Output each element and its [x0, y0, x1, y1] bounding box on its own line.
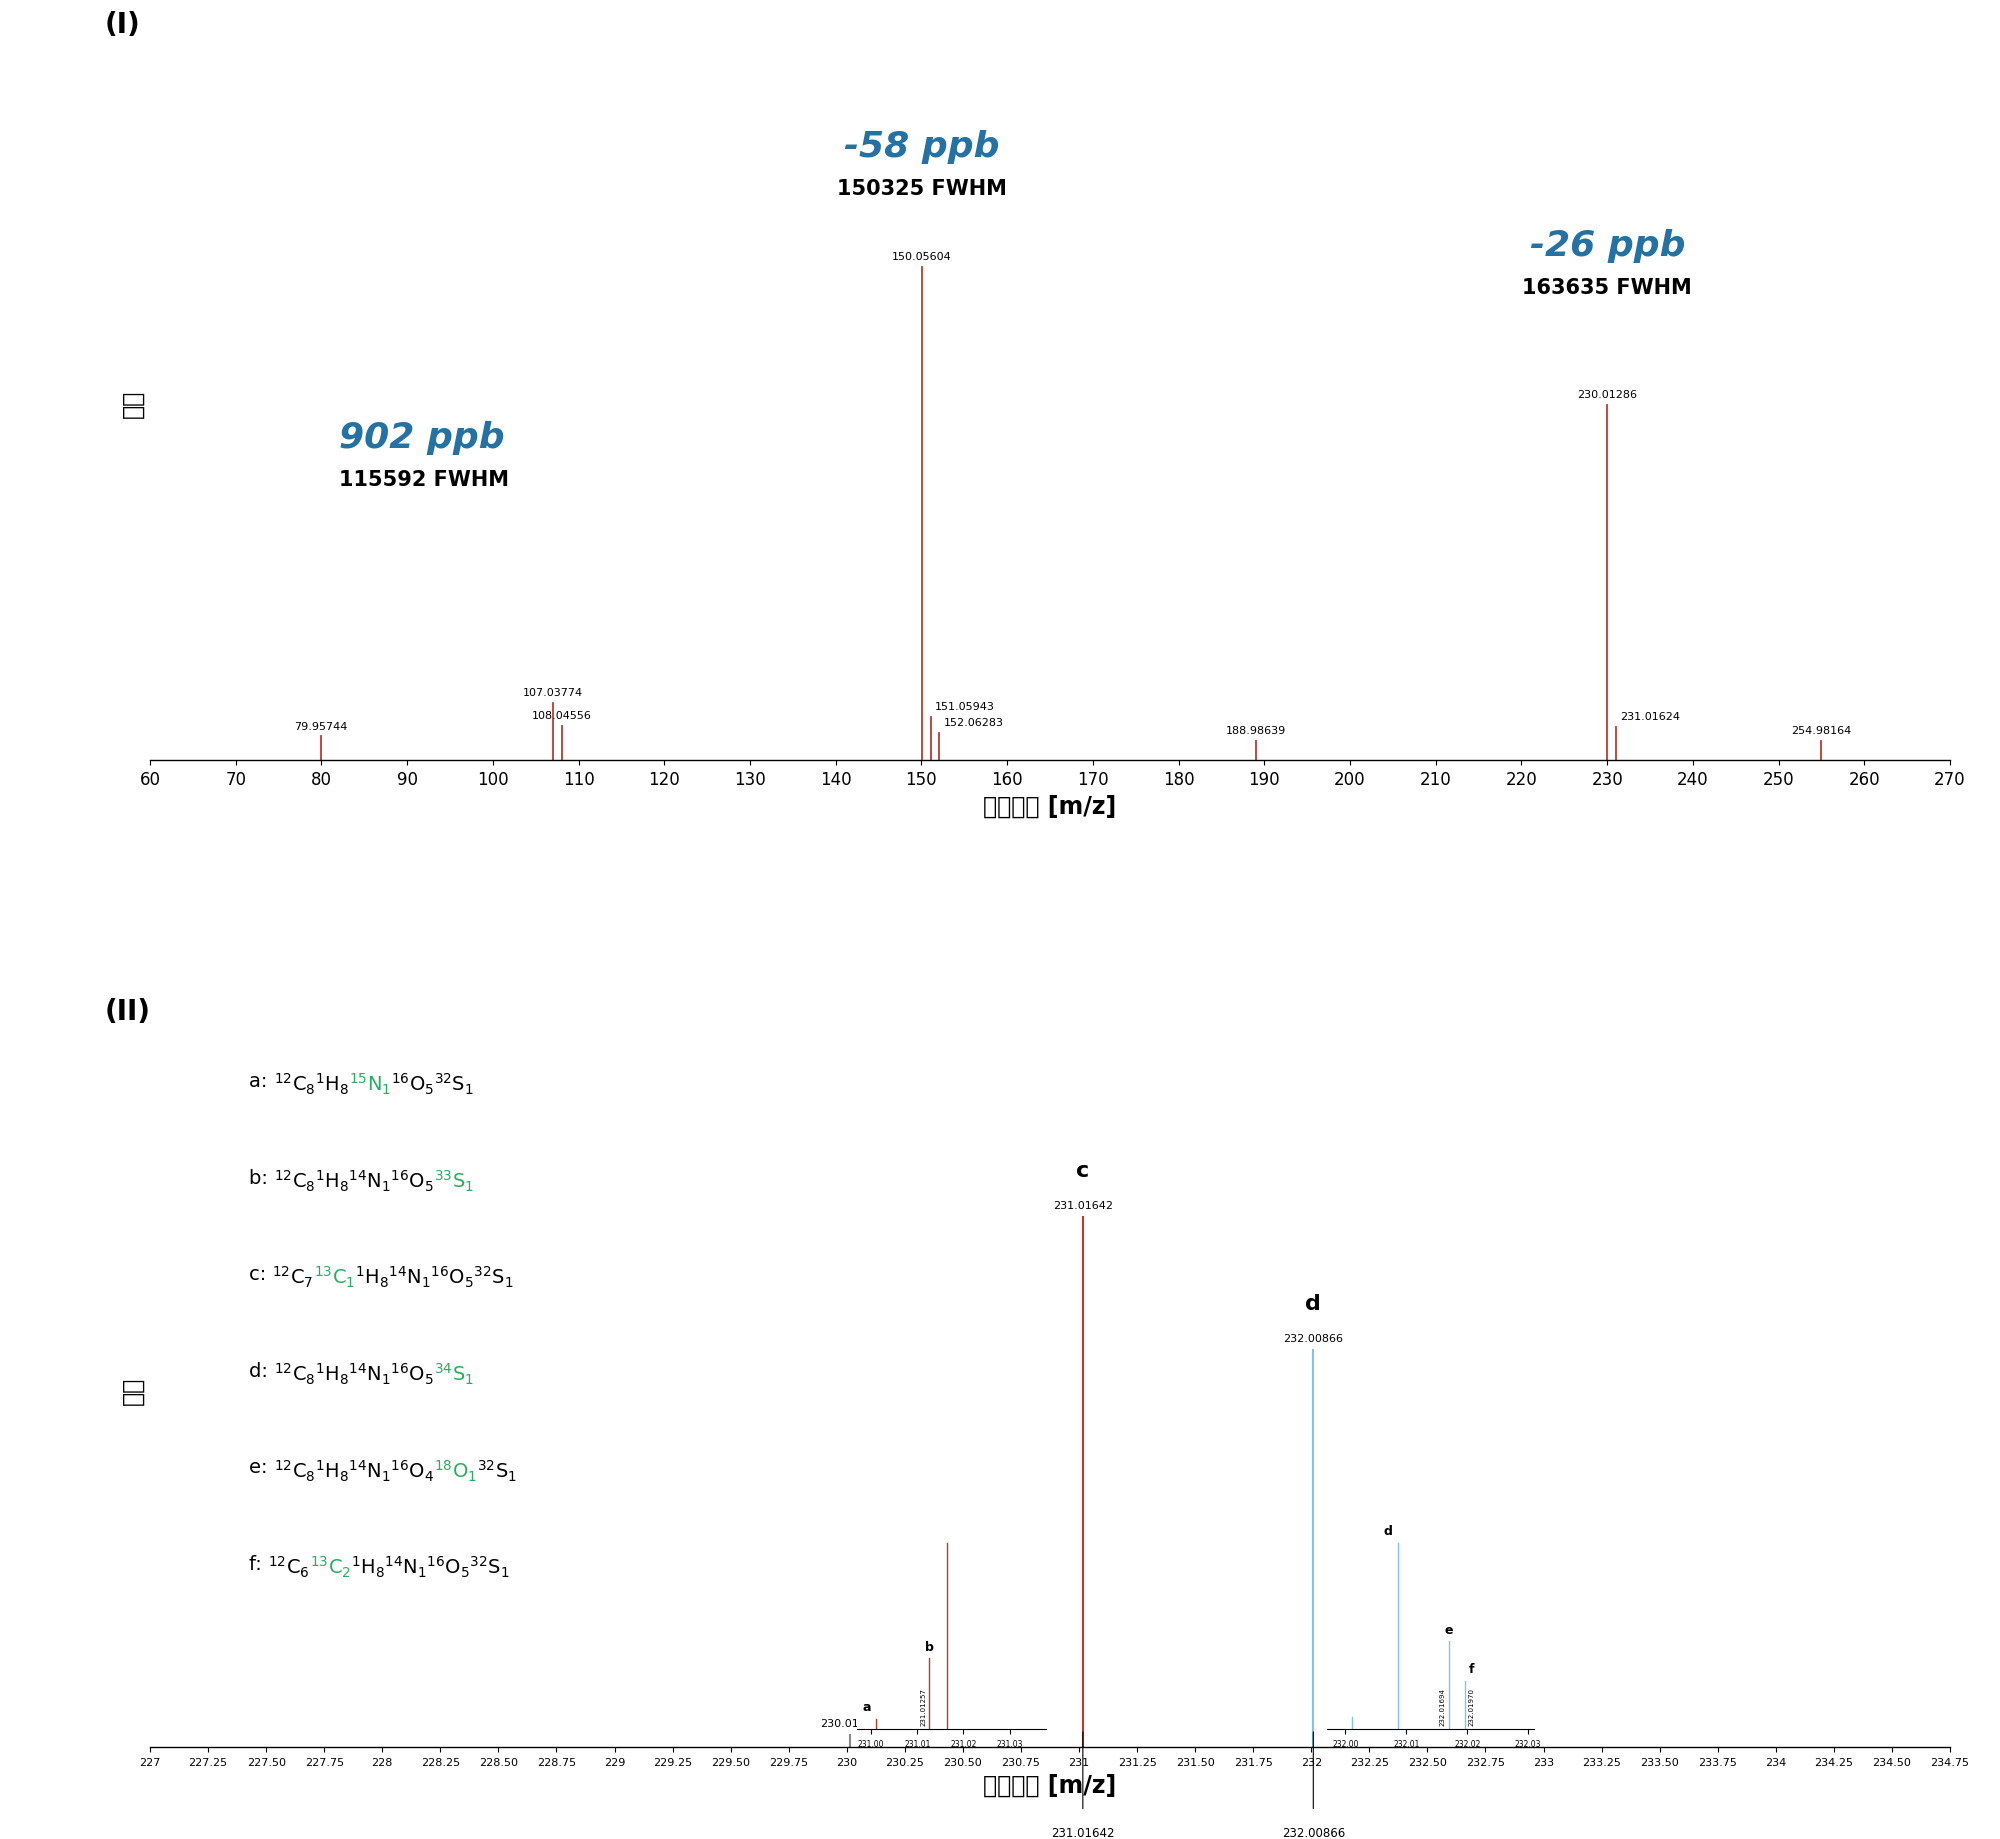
Text: a:: a:: [248, 1072, 274, 1091]
Text: 231.01642: 231.01642: [1052, 1826, 1114, 1839]
Text: $^{12}$C$_8$$^{1}$H$_8$$^{14}$N$_1$$^{16}$O$_4$: $^{12}$C$_8$$^{1}$H$_8$$^{14}$N$_1$$^{16…: [274, 1458, 434, 1482]
Text: f:: f:: [248, 1554, 268, 1572]
Text: d:: d:: [248, 1361, 274, 1379]
Text: 79.95744: 79.95744: [294, 721, 348, 732]
Text: 163635 FWHM: 163635 FWHM: [1522, 278, 1692, 298]
Text: 232.00866: 232.00866: [1282, 1826, 1344, 1839]
Text: $^{12}$C$_8$$^{1}$H$_8$: $^{12}$C$_8$$^{1}$H$_8$: [274, 1072, 348, 1096]
Text: 151.05943: 151.05943: [934, 701, 994, 712]
Text: 188.98639: 188.98639: [1226, 726, 1286, 736]
Text: $^{12}$C$_8$$^{1}$H$_8$$^{14}$N$_1$$^{16}$O$_5$: $^{12}$C$_8$$^{1}$H$_8$$^{14}$N$_1$$^{16…: [274, 1361, 434, 1387]
Text: (II): (II): [104, 997, 152, 1024]
Y-axis label: 強度: 強度: [120, 1376, 144, 1403]
Text: 150.05604: 150.05604: [892, 252, 952, 261]
Text: (I): (I): [104, 11, 140, 39]
Text: 254.98164: 254.98164: [1792, 726, 1852, 736]
Text: $^{34}$S$_1$: $^{34}$S$_1$: [434, 1361, 474, 1387]
Text: $^{12}$C$_8$$^{1}$H$_8$$^{14}$N$_1$$^{16}$O$_5$: $^{12}$C$_8$$^{1}$H$_8$$^{14}$N$_1$$^{16…: [274, 1168, 434, 1194]
Text: -58 ppb: -58 ppb: [844, 131, 1000, 164]
Text: $^{13}$C$_2$: $^{13}$C$_2$: [310, 1554, 350, 1580]
Text: 150325 FWHM: 150325 FWHM: [836, 178, 1006, 199]
Text: 232.00866: 232.00866: [1284, 1333, 1344, 1342]
Text: 231.01642: 231.01642: [1052, 1201, 1112, 1210]
Text: $^{33}$S$_1$: $^{33}$S$_1$: [434, 1168, 474, 1194]
Text: b:: b:: [248, 1168, 274, 1188]
Text: c:: c:: [248, 1265, 272, 1284]
Text: 230.01312: 230.01312: [820, 1718, 880, 1729]
Text: $^{1}$H$_8$$^{14}$N$_1$$^{16}$O$_5$$^{32}$S$_1$: $^{1}$H$_8$$^{14}$N$_1$$^{16}$O$_5$$^{32…: [350, 1554, 510, 1580]
Text: d: d: [1306, 1293, 1322, 1313]
Text: 230.01286: 230.01286: [1578, 390, 1638, 399]
Text: $^{12}$C$_6$: $^{12}$C$_6$: [268, 1554, 310, 1580]
X-axis label: 実測質量 [m/z]: 実測質量 [m/z]: [984, 794, 1116, 818]
Text: 231.01624: 231.01624: [1620, 712, 1680, 721]
Text: 108.04556: 108.04556: [532, 710, 592, 721]
Text: $^{13}$C$_1$: $^{13}$C$_1$: [314, 1265, 356, 1289]
Text: 152.06283: 152.06283: [944, 717, 1004, 728]
Text: $^{16}$O$_5$$^{32}$S$_1$: $^{16}$O$_5$$^{32}$S$_1$: [390, 1072, 474, 1096]
Y-axis label: 強度: 強度: [120, 390, 144, 417]
Text: 107.03774: 107.03774: [524, 688, 584, 699]
Text: -26 ppb: -26 ppb: [1530, 228, 1686, 263]
X-axis label: 実測質量 [m/z]: 実測質量 [m/z]: [984, 1773, 1116, 1797]
Text: $^{1}$H$_8$$^{14}$N$_1$$^{16}$O$_5$$^{32}$S$_1$: $^{1}$H$_8$$^{14}$N$_1$$^{16}$O$_5$$^{32…: [356, 1265, 514, 1289]
Text: $^{15}$N$_1$: $^{15}$N$_1$: [348, 1072, 390, 1096]
Text: $^{12}$C$_7$: $^{12}$C$_7$: [272, 1265, 314, 1289]
Text: 115592 FWHM: 115592 FWHM: [338, 469, 508, 489]
Text: c: c: [1076, 1160, 1090, 1181]
Text: $^{32}$S$_1$: $^{32}$S$_1$: [478, 1458, 518, 1482]
Text: $^{18}$O$_1$: $^{18}$O$_1$: [434, 1458, 478, 1482]
Text: 902 ppb: 902 ppb: [338, 421, 504, 454]
Text: e:: e:: [248, 1458, 274, 1477]
